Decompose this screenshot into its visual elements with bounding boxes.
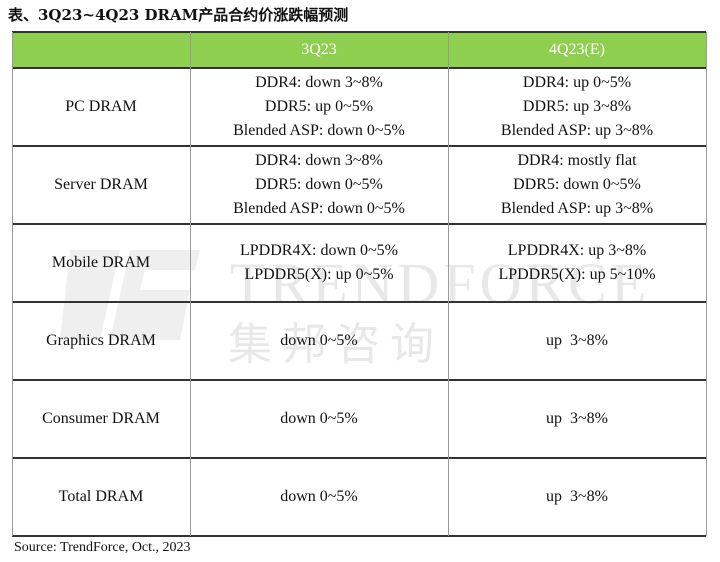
table-cell: DDR4: up 0~5% DDR5: up 3~8% Blended ASP: u… — [448, 68, 706, 146]
cell-line: LPDDR5(X): up 0~5% — [244, 266, 394, 283]
table-cell: down 0~5% — [190, 302, 448, 380]
cell-line: up 3~8% — [546, 410, 608, 427]
row-border — [12, 223, 706, 225]
cell-line: up 3~8% — [546, 332, 608, 349]
row-label: Consumer DRAM — [42, 410, 160, 427]
source: Source: TrendForce, Oct., 2023 — [14, 540, 191, 555]
row-border — [12, 67, 706, 69]
column-border — [12, 32, 13, 536]
cell-line: Blended ASP: down 0~5% — [233, 122, 405, 139]
title: 表、3Q23~4Q23 DRAM产品合约价涨跌幅预测 — [8, 6, 349, 24]
row-border — [12, 31, 706, 33]
table-cell: DDR4: down 3~8% DDR5: down 0~5% Blended AS… — [190, 146, 448, 224]
table-cell: DDR4: mostly flat DDR5: down 0~5% Blended … — [448, 146, 706, 224]
table-cell: down 0~5% — [190, 458, 448, 536]
table-cell: LPDDR4X: down 0~5% LPDDR5(X): up 0~5% — [190, 224, 448, 302]
row-border — [12, 457, 706, 459]
row-border — [12, 379, 706, 381]
table-cell: LPDDR4X: up 3~8% LPDDR5(X): up 5~10% — [448, 224, 706, 302]
cell-line: DDR4: mostly flat — [517, 152, 637, 169]
column-border — [190, 32, 191, 536]
header-cell — [12, 32, 190, 68]
table-cell: DDR4: down 3~8% DDR5: up 0~5% Blended ASP:… — [190, 68, 448, 146]
column-border — [706, 32, 707, 536]
table-cell: up 3~8% — [448, 380, 706, 458]
row-border — [12, 301, 706, 303]
row-label: Server DRAM — [54, 176, 148, 193]
cell-line: Blended ASP: down 0~5% — [233, 200, 405, 217]
column-border — [448, 32, 449, 536]
cell-line: up 3~8% — [546, 488, 608, 505]
row-label: PC DRAM — [65, 98, 137, 115]
cell-line: DDR5: down 0~5% — [513, 176, 641, 193]
cell-line: LPDDR4X: up 3~8% — [507, 242, 647, 259]
row-label: Total DRAM — [58, 488, 144, 505]
cell-line: DDR5: down 0~5% — [255, 176, 383, 193]
cell-line: down 0~5% — [280, 488, 358, 505]
cell-line: Blended ASP: up 3~8% — [500, 200, 654, 217]
table-cell: up 3~8% — [448, 458, 706, 536]
table-cell: up 3~8% — [448, 302, 706, 380]
cell-line: DDR4: down 3~8% — [255, 74, 383, 91]
cell-line: DDR5: up 3~8% — [522, 98, 632, 115]
cell-line: DDR4: down 3~8% — [255, 152, 383, 169]
cell-line: down 0~5% — [280, 332, 358, 349]
cell-line: DDR4: up 0~5% — [522, 74, 632, 91]
row-border — [12, 145, 706, 147]
row-border — [12, 535, 706, 537]
cell-line: DDR5: up 0~5% — [264, 98, 374, 115]
column-header: 4Q23(E) — [448, 32, 706, 68]
cell-line: down 0~5% — [280, 410, 358, 427]
cell-line: LPDDR4X: down 0~5% — [240, 242, 398, 259]
cell-line: Blended ASP: up 3~8% — [500, 122, 654, 139]
row-label: Graphics DRAM — [46, 332, 156, 349]
row-label: Mobile DRAM — [51, 254, 151, 271]
cell-line: LPDDR5(X): up 5~10% — [498, 266, 656, 283]
table-cell: down 0~5% — [190, 380, 448, 458]
column-header: 3Q23 — [190, 32, 448, 68]
